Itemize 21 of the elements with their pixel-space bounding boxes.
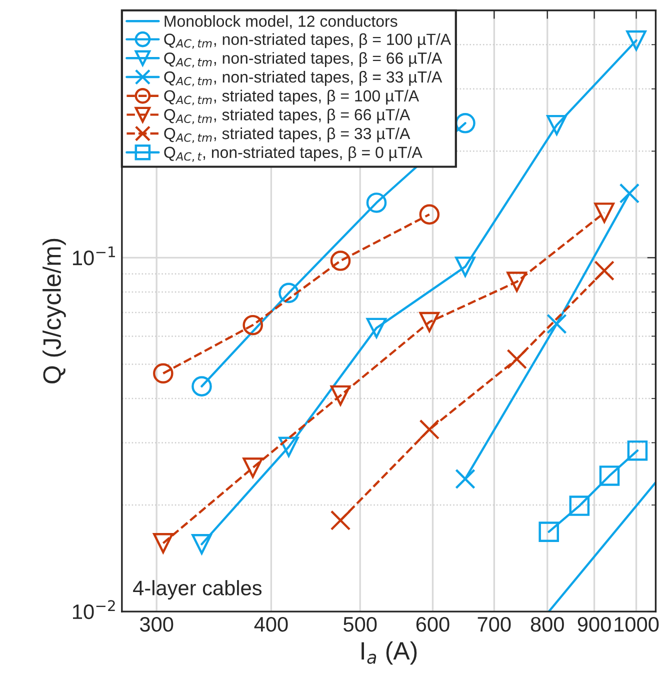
x-tick-label: 700: [478, 616, 511, 632]
x-tick-label: 400: [254, 616, 288, 632]
legend-label: Q$_{AC,tm}$, non-striated tapes, β = 33 µT/A: [164, 70, 442, 86]
x-tick-label: 800: [530, 616, 564, 632]
y-tick-label: 10$^{−1}$: [73, 246, 115, 266]
legend-label: Q$_{AC,tm}$, non-striated tapes, β = 100 µT/A: [164, 33, 452, 49]
x-tick-label: 600: [416, 616, 450, 632]
y-axis-title: Q (J/cycle/m): [42, 238, 66, 384]
x-tick-label: 500: [344, 616, 377, 632]
legend-label: Q$_{AC,tm}$, non-striated tapes, β = 66 µT/A: [164, 52, 442, 68]
x-tick-label: 1000: [614, 616, 659, 632]
legend-label: Q$_{AC,t}$, non-striated tapes, β = 0 µT/A: [164, 146, 422, 162]
x-tick-label: 900: [578, 616, 611, 632]
legend-label: Q$_{AC,tm}$, striated tapes, β = 66 µT/A: [164, 108, 410, 124]
legend-label: Q$_{AC,tm}$, striated tapes, β = 100 µT/A: [164, 90, 420, 106]
y-tick-label: 10$^{−2}$: [73, 600, 115, 620]
x-axis-title: I$_{a}$ (A): [362, 641, 417, 665]
x-tick-label: 300: [140, 616, 174, 632]
legend-label: Q$_{AC,tm}$, striated tapes, β = 33 µT/A: [164, 127, 410, 143]
annotation: 4-layer cables: [133, 580, 262, 600]
legend-label: Monoblock model, 12 conductors: [164, 15, 398, 29]
